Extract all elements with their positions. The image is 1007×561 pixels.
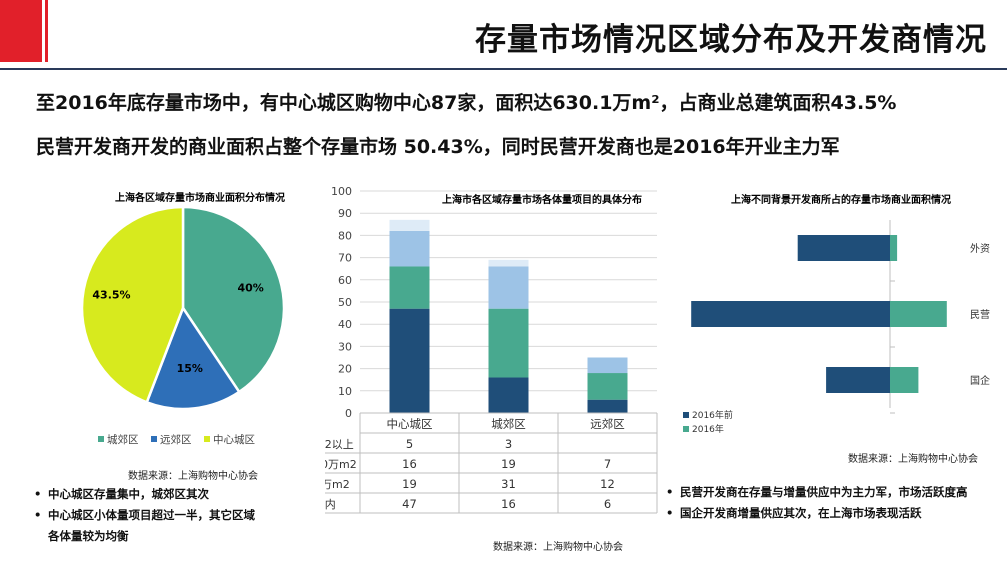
hbar-bar — [797, 235, 890, 261]
bar-category-label: 城郊区 — [491, 417, 526, 431]
pie-slice-label: 43.5% — [92, 289, 130, 302]
right-bullet-item: 国企开发商增量供应其次，在上海市场表现活跃 — [664, 503, 1004, 524]
pie-legend-label: 城郊区 — [107, 433, 139, 446]
right-bullets: 民营开发商在存量与增量供应中为主力军，市场活跃度高 国企开发商增量供应其次，在上… — [664, 482, 1004, 524]
table-cell: 16 — [501, 497, 516, 511]
bar-ytick-label: 40 — [338, 318, 352, 331]
hbar-legend-label: 2016年 — [692, 423, 724, 435]
table-cell: 16 — [402, 457, 417, 471]
bar-segment — [389, 308, 430, 413]
stacked-bar-chart: 上海市各区域存量市场各体量项目的具体分布 0 10 20 30 40 50 60 70 80 90… — [325, 185, 658, 514]
left-bullet-item: 中心城区存量集中，城郊区其次 — [32, 484, 262, 505]
hbar-legend-label: 2016年前 — [692, 409, 733, 421]
hbar-source: 数据来源：上海购物中心协会 — [848, 454, 978, 465]
hbar-category-label: 外资 — [970, 243, 990, 255]
title-accent-gap — [42, 0, 45, 62]
hbar-legend-swatch — [683, 426, 689, 432]
table-cell: 19 — [402, 477, 417, 491]
bar-segment — [488, 259, 529, 267]
pie-slice-3 — [80, 205, 185, 404]
hbar-bar — [826, 367, 890, 393]
pie-legend-label: 中心城区 — [213, 433, 255, 446]
hbar-bar — [890, 235, 898, 261]
table-cell: 31 — [501, 477, 516, 491]
bar-category-label: 远郊区 — [590, 417, 625, 431]
bar-segment — [389, 219, 430, 231]
hbar-category-label: 国企 — [970, 374, 990, 387]
bar-segment — [488, 377, 529, 413]
pie-legend-label: 远郊区 — [160, 433, 192, 446]
bar-ytick-label: 0 — [345, 407, 352, 420]
table-row-label: 10～20万m2 — [325, 458, 357, 471]
pie-slice-label: 40% — [237, 281, 263, 294]
bar-ytick-label: 90 — [338, 207, 352, 220]
bar-source: 数据来源：上海购物中心协会 — [493, 542, 623, 553]
stacked-bar-title: 上海市各区域存量市场各体量项目的具体分布 — [442, 193, 642, 206]
pie-legend-swatch — [204, 436, 210, 442]
table-cell: 3 — [505, 437, 512, 451]
bar-segment — [488, 308, 529, 378]
bar-ytick-label: 10 — [338, 385, 352, 398]
pie-legend-swatch — [98, 436, 104, 442]
title-accent-bar — [0, 0, 42, 62]
bar-ytick-label: 50 — [338, 296, 352, 309]
hbar-category-label: 民营 — [970, 308, 990, 321]
pie-source: 数据来源：上海购物中心协会 — [128, 471, 258, 482]
pie-chart: 上海各区域存量市场商业面积分布情况 40% 15% 43.5% 城郊区 远郊区 中心城区 — [80, 191, 286, 446]
bar-segment — [587, 357, 628, 374]
page-title: 存量市场情况区域分布及开发商情况 — [475, 22, 987, 58]
table-cell: 6 — [604, 497, 611, 511]
hbar-bar — [890, 367, 919, 393]
headline-2: 民营开发商开发的商业面积占整个存量市场 50.43%，同时民营开发商也是2016… — [36, 136, 840, 158]
left-bullets: 中心城区存量集中，城郊区其次 中心城区小体量项目超过一半，其它区域各体量较为均衡 — [32, 484, 262, 547]
title-accent-stripe — [45, 0, 48, 62]
pie-title: 上海各区域存量市场商业面积分布情况 — [115, 191, 285, 204]
bar-segment — [587, 399, 628, 413]
table-row-label: 5～10万m2 — [325, 478, 350, 491]
table-row-label: 5万m2内 — [325, 497, 336, 511]
bar-segment — [389, 266, 430, 309]
right-bullet-item: 民营开发商在存量与增量供应中为主力军，市场活跃度高 — [664, 482, 1004, 503]
bar-segment — [389, 230, 430, 267]
left-bullet-item: 中心城区小体量项目超过一半，其它区域各体量较为均衡 — [32, 505, 262, 547]
bar-ytick-label: 20 — [338, 363, 352, 376]
table-cell: 47 — [402, 497, 417, 511]
bar-segment — [587, 373, 628, 400]
bar-ytick-label: 30 — [338, 340, 352, 353]
horizontal-bar-title: 上海不同背景开发商所占的存量市场商业面积情况 — [731, 193, 951, 206]
bar-ytick-label: 80 — [338, 229, 352, 242]
table-cell: 19 — [501, 457, 516, 471]
pie-slice-2 — [145, 305, 241, 411]
table-cell: 12 — [600, 477, 615, 491]
bar-ytick-label: 100 — [331, 185, 352, 198]
hbar-bar — [691, 301, 890, 327]
table-cell: 7 — [604, 457, 611, 471]
table-row-label: 20万m2以上 — [325, 438, 354, 451]
pie-slice-label: 15% — [177, 362, 203, 375]
bar-segment — [488, 266, 529, 309]
bar-ytick-label: 60 — [338, 274, 352, 287]
title-divider — [0, 68, 1007, 70]
hbar-legend-swatch — [683, 412, 689, 418]
hbar-bar — [890, 301, 947, 327]
pie-legend-swatch — [151, 436, 157, 442]
bar-ytick-label: 70 — [338, 252, 352, 265]
bar-category-label: 中心城区 — [387, 417, 433, 431]
table-cell: 5 — [406, 437, 413, 451]
headline-1: 至2016年底存量市场中，有中心城区购物中心87家，面积达630.1万m²，占商… — [36, 92, 897, 114]
